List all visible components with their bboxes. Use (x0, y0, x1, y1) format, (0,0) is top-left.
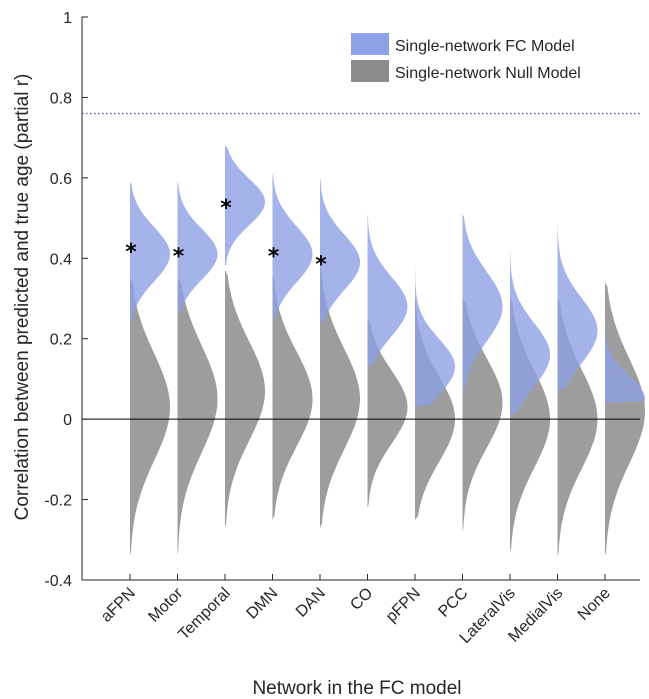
y-tick-label: 1 (63, 10, 72, 27)
legend: Single-network FC Model Single-network N… (351, 33, 581, 82)
fc-violin-co (367, 214, 408, 367)
legend-label-fc-model: Single-network FC Model (395, 38, 575, 55)
legend-label-null-model: Single-network Null Model (395, 65, 581, 82)
x-tick-label-motor: Motor (145, 584, 186, 625)
legend-swatch-null-model (351, 60, 389, 82)
x-tick-label-co: CO (347, 585, 376, 614)
null-violin-motor (177, 278, 218, 556)
x-tick-label-temporal: Temporal (175, 585, 234, 644)
null-violin-dmn (272, 274, 313, 520)
null-violin-dan (320, 266, 360, 528)
y-tick-label: 0.8 (50, 90, 72, 107)
fc-violin-afpn (130, 181, 170, 323)
null-violin-co (367, 318, 408, 508)
violins-layer: * * * * * (125, 145, 645, 556)
x-tick-label-dmn: DMN (244, 585, 282, 623)
y-tick-label: 0.4 (50, 251, 72, 268)
y-tick-label: -0.2 (44, 493, 72, 510)
fc-violin-pfpn (415, 262, 455, 408)
significance-star-dmn: * (268, 244, 280, 269)
fc-violin-pcc (462, 214, 503, 395)
x-axis-title: Network in the FC model (252, 678, 461, 699)
fc-violin-lateralvis (510, 250, 550, 416)
fc-violin-medialvis (557, 222, 598, 391)
x-tick-label-dan: DAN (293, 585, 329, 621)
fc-violin-dan (320, 177, 360, 323)
x-tick-label-none: None (575, 585, 614, 624)
fc-violin-dmn (272, 173, 313, 319)
y-axis-title: Correlation between predicted and true a… (12, 74, 33, 521)
reference-lines-layer (82, 112, 640, 420)
fc-violin-none (605, 282, 645, 404)
significance-star-motor: * (173, 244, 185, 269)
significance-star-dan: * (315, 252, 327, 277)
x-tick-label-pfpn: pFPN (383, 585, 424, 626)
legend-swatch-fc-model (351, 33, 389, 55)
x-tick-label-pcc: PCC (435, 585, 471, 621)
y-tick-label: -0.4 (44, 573, 72, 590)
fc-violin-temporal (225, 145, 265, 267)
significance-star-temporal: * (220, 196, 232, 221)
null-violin-temporal (225, 270, 265, 528)
y-tick-label: 0.2 (50, 332, 72, 349)
y-tick-label: 0.6 (50, 171, 72, 188)
significance-star-afpn: * (125, 240, 137, 265)
null-violin-afpn (130, 278, 170, 556)
x-tick-label-afpn: aFPN (98, 585, 139, 626)
y-tick-label: 0 (63, 412, 72, 429)
fc-violin-motor (177, 181, 218, 315)
